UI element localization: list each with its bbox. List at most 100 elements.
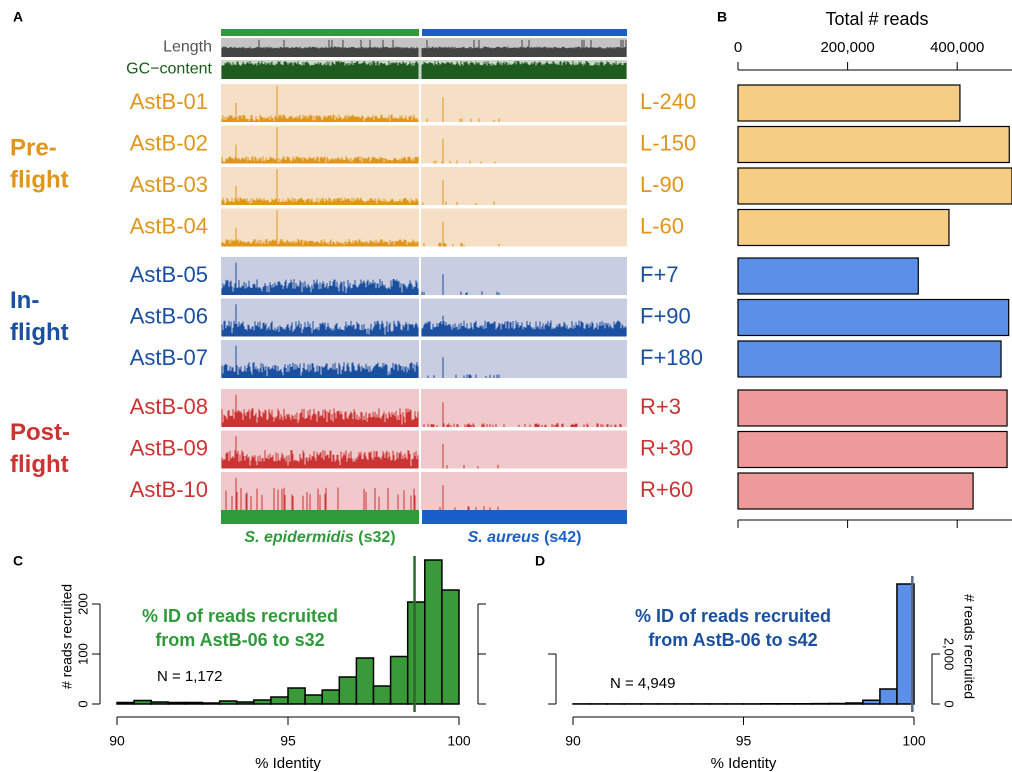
bar <box>355 657 375 705</box>
annotation: N = 1,172 <box>157 668 222 685</box>
x-tick-label: 400,000 <box>930 39 984 56</box>
panel-label: B <box>717 9 727 25</box>
coverage <box>221 345 500 378</box>
bar <box>737 298 1010 337</box>
x-tick-label: 90 <box>565 733 581 749</box>
sample-label: AstB-08 <box>130 394 208 419</box>
bar <box>737 389 1008 427</box>
sample-label: AstB-02 <box>130 130 208 155</box>
bar <box>737 125 1010 164</box>
group-label: Post- <box>10 419 70 446</box>
panel-label: C <box>13 553 23 569</box>
coverage <box>221 168 495 205</box>
bar <box>201 702 221 705</box>
species: S. aureus <box>468 529 540 546</box>
bar <box>737 208 950 247</box>
genome-bar <box>221 29 419 36</box>
bar <box>737 430 1008 469</box>
bar <box>737 257 919 295</box>
x-axis-label: % Identity <box>255 755 321 772</box>
category-label: L-60 <box>640 213 684 238</box>
bar <box>304 694 323 705</box>
genome-bar <box>422 29 627 36</box>
sample-label: AstB-05 <box>130 262 208 287</box>
coverage <box>225 477 499 510</box>
sample-label: AstB-07 <box>130 345 208 370</box>
sample-label: AstB-04 <box>130 213 208 238</box>
category-label: F+180 <box>640 345 703 370</box>
x-tick-label: 90 <box>109 733 125 749</box>
y-tick-label: 200 <box>75 593 90 615</box>
row-bg <box>221 125 627 164</box>
annotation: N = 4,949 <box>610 675 675 692</box>
group-label: Pre- <box>10 135 57 162</box>
bar <box>737 340 1002 378</box>
x-axis-label: % Identity <box>711 755 777 772</box>
bar <box>406 601 426 705</box>
panel-label: A <box>13 9 23 25</box>
group-label: flight <box>10 451 69 478</box>
bar <box>879 688 898 705</box>
genome-bar <box>422 510 627 524</box>
row-bg <box>221 208 627 247</box>
x-tick-label: 100 <box>902 733 926 749</box>
bar <box>441 589 460 705</box>
category-label: R+3 <box>640 394 681 419</box>
y-axis-label: # reads recruited <box>59 584 75 689</box>
group-label: flight <box>10 167 69 194</box>
coverage <box>221 394 622 427</box>
x-tick-label: 0 <box>734 39 742 56</box>
bar <box>218 700 238 705</box>
bar <box>737 472 974 510</box>
category-label: L-240 <box>640 89 696 114</box>
bar <box>150 701 170 705</box>
bar <box>270 696 289 705</box>
genome-id: (s32) <box>358 529 395 546</box>
genome-id: (s42) <box>544 529 581 546</box>
y-tick-label: 0 <box>75 700 90 707</box>
x-tick-label: 200,000 <box>820 39 874 56</box>
bar <box>896 583 915 705</box>
bar <box>184 701 204 705</box>
track-profile <box>221 60 627 79</box>
chart-title: from AstB-06 to s42 <box>648 630 817 650</box>
sample-label: AstB-10 <box>130 477 208 502</box>
chart-title: from AstB-06 to s32 <box>155 630 324 650</box>
category-label: F+90 <box>640 303 691 328</box>
bar <box>372 685 392 705</box>
track-profile <box>221 39 627 57</box>
coverage <box>221 262 500 295</box>
x-tick-label: 95 <box>280 733 296 749</box>
sample-label: AstB-09 <box>130 435 208 460</box>
category-label: L-90 <box>640 172 684 197</box>
row-bg <box>221 84 627 122</box>
bar <box>424 559 443 705</box>
chart-title: % ID of reads recruited <box>635 606 831 626</box>
track-label: GC−content <box>126 61 212 78</box>
bar <box>167 701 187 705</box>
row-bg <box>221 472 627 510</box>
bar <box>253 699 272 705</box>
bar <box>862 699 881 705</box>
category-label: F+7 <box>640 262 679 287</box>
track-label: Length <box>163 39 212 56</box>
genome-label: S. aureus (s42) <box>468 529 582 546</box>
bar <box>287 687 306 705</box>
sample-label: AstB-06 <box>130 303 208 328</box>
coverage <box>221 210 500 247</box>
sample-label: AstB-01 <box>130 89 208 114</box>
bar <box>828 702 847 705</box>
bar <box>389 655 409 705</box>
y-tick-label: 0 <box>942 700 957 707</box>
x-tick-label: 100 <box>447 733 471 749</box>
y-axis-label: # reads recruited <box>961 594 977 699</box>
category-label: L-150 <box>640 130 696 155</box>
sample-label: AstB-03 <box>130 172 208 197</box>
chart-title: % ID of reads recruited <box>142 606 338 626</box>
coverage <box>221 304 627 337</box>
bar <box>116 701 135 705</box>
bar <box>737 84 961 122</box>
bar <box>235 701 255 705</box>
